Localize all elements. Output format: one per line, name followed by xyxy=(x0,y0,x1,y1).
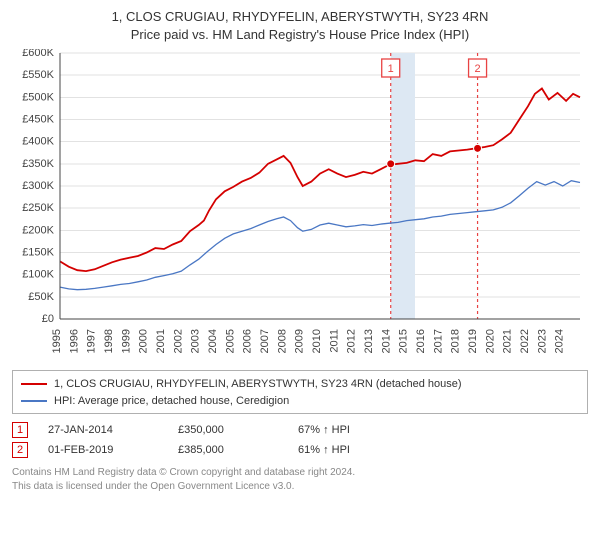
svg-text:2018: 2018 xyxy=(450,329,462,353)
footer-attribution: Contains HM Land Registry data © Crown c… xyxy=(12,466,588,493)
footer-line-2: This data is licensed under the Open Gov… xyxy=(12,480,588,494)
svg-text:£300K: £300K xyxy=(22,180,54,192)
legend-swatch xyxy=(21,400,47,402)
sale-date: 27-JAN-2014 xyxy=(48,424,158,436)
legend-label: HPI: Average price, detached house, Cere… xyxy=(54,393,289,410)
svg-text:£350K: £350K xyxy=(22,158,54,170)
sales-row: 2 01-FEB-2019 £385,000 61% ↑ HPI xyxy=(12,440,588,460)
svg-text:2004: 2004 xyxy=(207,329,219,353)
svg-text:2008: 2008 xyxy=(276,329,288,353)
svg-text:2011: 2011 xyxy=(328,329,340,353)
svg-text:1999: 1999 xyxy=(120,329,132,353)
svg-text:2021: 2021 xyxy=(502,329,514,353)
svg-text:2006: 2006 xyxy=(242,329,254,353)
svg-text:1: 1 xyxy=(388,63,394,75)
svg-text:1998: 1998 xyxy=(103,329,115,353)
svg-text:£550K: £550K xyxy=(22,69,54,81)
svg-text:2009: 2009 xyxy=(294,329,306,353)
price-chart: £0 £50K £100K £150K £200K £250K £300K £350K £400… xyxy=(12,49,588,364)
svg-text:£150K: £150K xyxy=(22,247,54,259)
sale-price: £385,000 xyxy=(178,444,278,456)
sale-price: £350,000 xyxy=(178,424,278,436)
svg-text:2014: 2014 xyxy=(380,329,392,353)
svg-text:2002: 2002 xyxy=(172,329,184,353)
svg-text:2019: 2019 xyxy=(467,329,479,353)
svg-text:2013: 2013 xyxy=(363,329,375,353)
footer-line-1: Contains HM Land Registry data © Crown c… xyxy=(12,466,588,480)
svg-text:2020: 2020 xyxy=(484,329,496,353)
svg-text:2005: 2005 xyxy=(224,329,236,353)
sale-marker-icon: 2 xyxy=(12,442,28,458)
svg-text:2022: 2022 xyxy=(519,329,531,353)
svg-text:2017: 2017 xyxy=(432,329,444,353)
svg-text:£400K: £400K xyxy=(22,136,54,148)
svg-text:2000: 2000 xyxy=(138,329,150,353)
legend-item: HPI: Average price, detached house, Cere… xyxy=(21,393,579,410)
page-title-line-1: 1, CLOS CRUGIAU, RHYDYFELIN, ABERYSTWYTH… xyxy=(12,8,588,26)
svg-text:£0: £0 xyxy=(42,313,54,325)
page-title-line-2: Price paid vs. HM Land Registry's House … xyxy=(12,26,588,44)
legend: 1, CLOS CRUGIAU, RHYDYFELIN, ABERYSTWYTH… xyxy=(12,370,588,414)
legend-swatch xyxy=(21,383,47,385)
sale-date: 01-FEB-2019 xyxy=(48,444,158,456)
sale-hpi: 67% ↑ HPI xyxy=(298,424,588,436)
svg-text:£200K: £200K xyxy=(22,224,54,236)
svg-text:2016: 2016 xyxy=(415,329,427,353)
legend-item: 1, CLOS CRUGIAU, RHYDYFELIN, ABERYSTWYTH… xyxy=(21,376,579,393)
svg-text:2012: 2012 xyxy=(346,329,358,353)
sale-hpi: 61% ↑ HPI xyxy=(298,444,588,456)
svg-text:1996: 1996 xyxy=(68,329,80,353)
sales-row: 1 27-JAN-2014 £350,000 67% ↑ HPI xyxy=(12,420,588,440)
chart-svg: £0 £50K £100K £150K £200K £250K £300K £350K £400… xyxy=(12,49,588,359)
svg-text:£100K: £100K xyxy=(22,269,54,281)
legend-label: 1, CLOS CRUGIAU, RHYDYFELIN, ABERYSTWYTH… xyxy=(54,376,462,393)
svg-text:2010: 2010 xyxy=(311,329,323,353)
svg-text:£250K: £250K xyxy=(22,202,54,214)
sale-marker-icon: 1 xyxy=(12,422,28,438)
svg-text:2023: 2023 xyxy=(536,329,548,353)
svg-text:2: 2 xyxy=(474,63,480,75)
svg-text:£450K: £450K xyxy=(22,114,54,126)
svg-text:2001: 2001 xyxy=(155,329,167,353)
svg-text:2003: 2003 xyxy=(190,329,202,353)
svg-text:2007: 2007 xyxy=(259,329,271,353)
svg-text:2015: 2015 xyxy=(398,329,410,353)
svg-text:1997: 1997 xyxy=(86,329,98,353)
svg-text:£50K: £50K xyxy=(28,291,54,303)
svg-text:£600K: £600K xyxy=(22,49,54,59)
sales-table: 1 27-JAN-2014 £350,000 67% ↑ HPI 2 01-FEB-201… xyxy=(12,420,588,460)
svg-text:£500K: £500K xyxy=(22,91,54,103)
svg-text:2024: 2024 xyxy=(554,329,566,353)
svg-text:1995: 1995 xyxy=(51,329,63,353)
